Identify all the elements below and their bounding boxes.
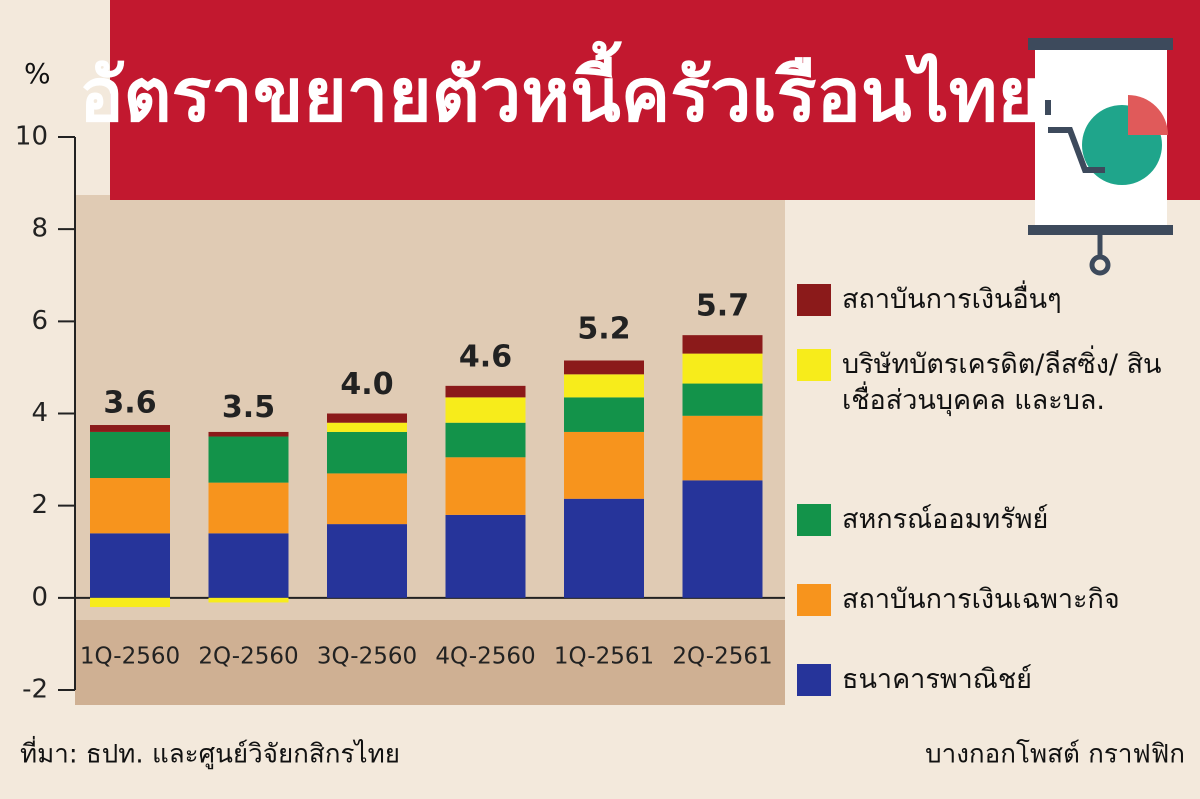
x-tick-label: 4Q-2560 xyxy=(435,644,535,670)
category-band xyxy=(75,620,785,705)
source: ที่มา: ธปท. และศูนย์วิจัยกสิกรไทย xyxy=(20,736,400,770)
x-tick-label: 3Q-2560 xyxy=(317,644,417,670)
y-tick-label: 10 xyxy=(15,122,48,152)
bar-segment xyxy=(327,413,407,423)
bar-segment xyxy=(327,473,407,525)
bar-segment xyxy=(564,431,644,499)
bar-segment xyxy=(208,597,289,603)
bar-segment xyxy=(90,431,170,479)
credit: บางกอกโพสต์ กราฟฟิก xyxy=(925,739,1185,770)
total-label: 4.6 xyxy=(459,339,512,374)
bar-segment xyxy=(327,524,407,598)
bar-segment xyxy=(445,457,526,515)
legend-swatch xyxy=(797,284,831,316)
y-tick-label: 0 xyxy=(31,582,48,612)
bar-segment xyxy=(682,383,763,416)
y-tick-label: 2 xyxy=(31,490,48,520)
bar-segment xyxy=(90,478,170,534)
bar-segment xyxy=(208,431,289,437)
y-tick-label: 6 xyxy=(31,306,48,336)
bar-segment xyxy=(564,397,644,432)
total-label: 3.6 xyxy=(103,385,156,420)
bar-segment xyxy=(208,436,289,483)
legend-swatch xyxy=(797,584,831,616)
bar-segment xyxy=(682,415,763,481)
bar-segment xyxy=(208,482,289,534)
title-banner xyxy=(110,0,1200,200)
legend-label: สหกรณ์ออมทรัพย์ xyxy=(842,504,1049,535)
bar-segment xyxy=(682,335,763,354)
legend-swatch xyxy=(797,504,831,536)
bar-segment xyxy=(90,533,170,598)
bar-segment xyxy=(445,422,526,458)
icon xyxy=(1028,38,1173,276)
bar-segment xyxy=(445,385,526,398)
legend-swatch xyxy=(797,664,831,696)
bar-segment xyxy=(564,360,644,375)
bar-segment xyxy=(445,514,526,598)
total-label: 5.7 xyxy=(696,289,749,324)
legend-label: สถาบันการเงินเฉพาะกิจ xyxy=(842,584,1120,615)
legend-swatch xyxy=(797,349,831,381)
x-tick-label: 2Q-2560 xyxy=(198,644,298,670)
x-tick-label: 1Q-2560 xyxy=(80,644,180,670)
x-tick-label: 2Q-2561 xyxy=(672,644,772,670)
bar-segment xyxy=(90,597,170,608)
bar-segment xyxy=(445,397,526,423)
bar-segment xyxy=(327,431,407,474)
x-tick-label: 1Q-2561 xyxy=(554,644,654,670)
y-axis-label: % xyxy=(24,57,51,90)
bar-segment xyxy=(90,425,170,432)
total-label: 3.5 xyxy=(222,390,275,425)
legend-label: ธนาคารพาณิชย์ xyxy=(842,664,1032,695)
total-label: 4.0 xyxy=(340,367,393,402)
legend-label: บริษัทบัตรเครดิต/ลีสซิ่ง/ สินเชื่อส่วนบุ… xyxy=(842,349,1162,416)
y-tick-label: 8 xyxy=(31,214,48,244)
bar-segment xyxy=(682,480,763,598)
chart-title: อัตราขยายตัวหนี้ครัวเรือนไทย xyxy=(79,41,1041,139)
bar-segment xyxy=(682,353,763,384)
total-label: 5.2 xyxy=(577,312,630,347)
y-tick-label: 4 xyxy=(31,398,48,428)
bar-segment xyxy=(208,533,289,598)
bar-segment xyxy=(327,422,407,432)
bar-segment xyxy=(564,498,644,598)
bar-segment xyxy=(564,374,644,398)
legend-label: สถาบันการเงินอื่นๆ xyxy=(842,284,1062,315)
y-tick-label: -2 xyxy=(22,675,48,705)
